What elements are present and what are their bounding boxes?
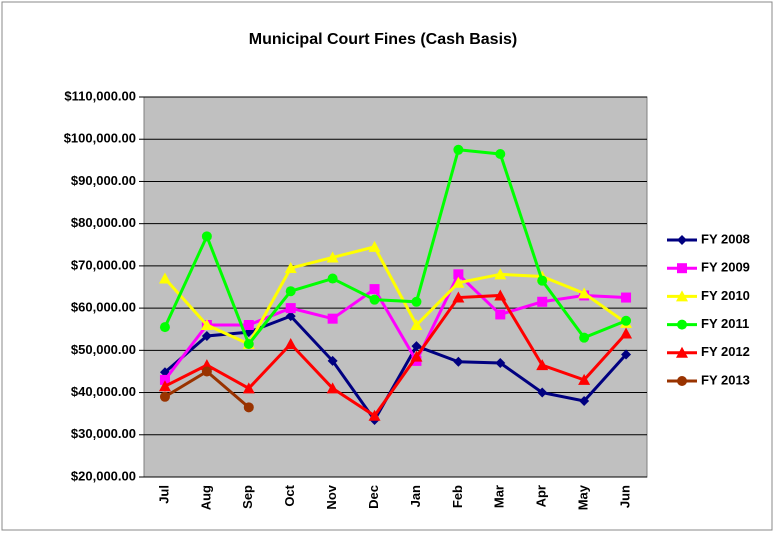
y-tick-label: $70,000.00 <box>71 257 136 272</box>
marker <box>536 359 549 371</box>
x-tick-label: Oct <box>282 484 297 506</box>
marker <box>201 366 212 377</box>
marker <box>621 315 632 326</box>
marker <box>284 262 297 273</box>
marker <box>578 287 591 299</box>
marker <box>453 356 464 367</box>
marker <box>327 273 338 284</box>
legend-marker <box>677 263 687 274</box>
marker <box>200 359 213 371</box>
legend-label: FY 2013 <box>701 372 750 387</box>
marker <box>494 289 507 301</box>
y-tick-label: $50,000.00 <box>71 342 136 357</box>
chart-title: Municipal Court Fines (Cash Basis) <box>249 31 517 48</box>
marker <box>159 391 170 402</box>
marker <box>578 373 591 385</box>
marker <box>452 291 465 303</box>
marker <box>327 313 338 324</box>
series-line <box>163 245 627 346</box>
marker <box>537 275 548 286</box>
marker <box>410 350 423 362</box>
legend-marker <box>677 319 687 330</box>
marker <box>579 396 590 406</box>
marker <box>326 251 339 263</box>
marker <box>410 319 423 330</box>
marker <box>369 294 380 305</box>
legend-label: FY 2009 <box>701 260 750 275</box>
marker <box>201 231 212 242</box>
marker <box>243 339 254 349</box>
marker <box>326 382 339 394</box>
marker <box>537 296 548 307</box>
marker <box>243 320 254 330</box>
marker <box>495 149 506 159</box>
marker <box>494 268 507 280</box>
marker <box>159 374 170 385</box>
y-tick-label: $90,000.00 <box>71 173 136 188</box>
marker <box>411 296 422 307</box>
legend-marker <box>677 376 687 386</box>
legend-marker <box>677 235 687 245</box>
marker <box>158 380 171 392</box>
x-tick-label: Feb <box>450 485 465 508</box>
marker <box>369 284 380 295</box>
x-tick-label: May <box>576 484 591 510</box>
legend-label: FY 2008 <box>701 231 750 246</box>
marker <box>327 355 338 366</box>
x-tick-label: Nov <box>324 484 339 509</box>
x-tick-label: Jul <box>156 485 171 504</box>
x-tick-label: Dec <box>366 485 381 509</box>
marker <box>453 144 464 155</box>
marker <box>452 276 465 288</box>
marker <box>243 402 254 413</box>
marker <box>620 327 633 339</box>
y-tick-label: $30,000.00 <box>71 426 136 441</box>
y-tick-label: $110,000.00 <box>64 88 136 103</box>
marker <box>621 292 632 303</box>
marker <box>621 349 632 360</box>
x-tick-label: Jun <box>617 485 632 508</box>
series-line <box>163 148 627 347</box>
marker <box>201 330 212 341</box>
y-tick-label: $20,000.00 <box>71 468 136 483</box>
marker <box>579 332 590 343</box>
y-tick-label: $80,000.00 <box>71 215 136 230</box>
marker <box>285 303 296 314</box>
marker <box>242 382 255 394</box>
legend-label: FY 2010 <box>701 288 750 303</box>
marker <box>368 409 381 421</box>
marker <box>284 338 297 349</box>
x-tick-label: Jan <box>408 485 423 507</box>
marker <box>285 311 296 322</box>
x-tick-label: Mar <box>492 485 507 508</box>
x-tick-label: Sep <box>240 485 255 509</box>
marker <box>285 286 296 297</box>
y-tick-label: $40,000.00 <box>71 384 136 399</box>
marker <box>200 319 213 330</box>
x-tick-label: Apr <box>534 485 549 507</box>
series-line <box>163 314 628 423</box>
marker <box>158 272 171 284</box>
legend-label: FY 2012 <box>701 344 750 359</box>
marker <box>453 269 464 280</box>
marker <box>368 240 381 252</box>
marker <box>495 309 506 320</box>
legend-marker <box>676 290 688 302</box>
y-tick-label: $100,000.00 <box>64 131 136 146</box>
legend-label: FY 2011 <box>701 316 749 331</box>
legend-marker <box>676 346 688 358</box>
marker <box>537 387 548 398</box>
marker <box>495 358 506 368</box>
series-line <box>164 293 628 418</box>
marker <box>159 322 170 333</box>
marker <box>411 341 422 352</box>
x-tick-label: Aug <box>198 485 213 510</box>
y-tick-label: $60,000.00 <box>71 300 136 315</box>
